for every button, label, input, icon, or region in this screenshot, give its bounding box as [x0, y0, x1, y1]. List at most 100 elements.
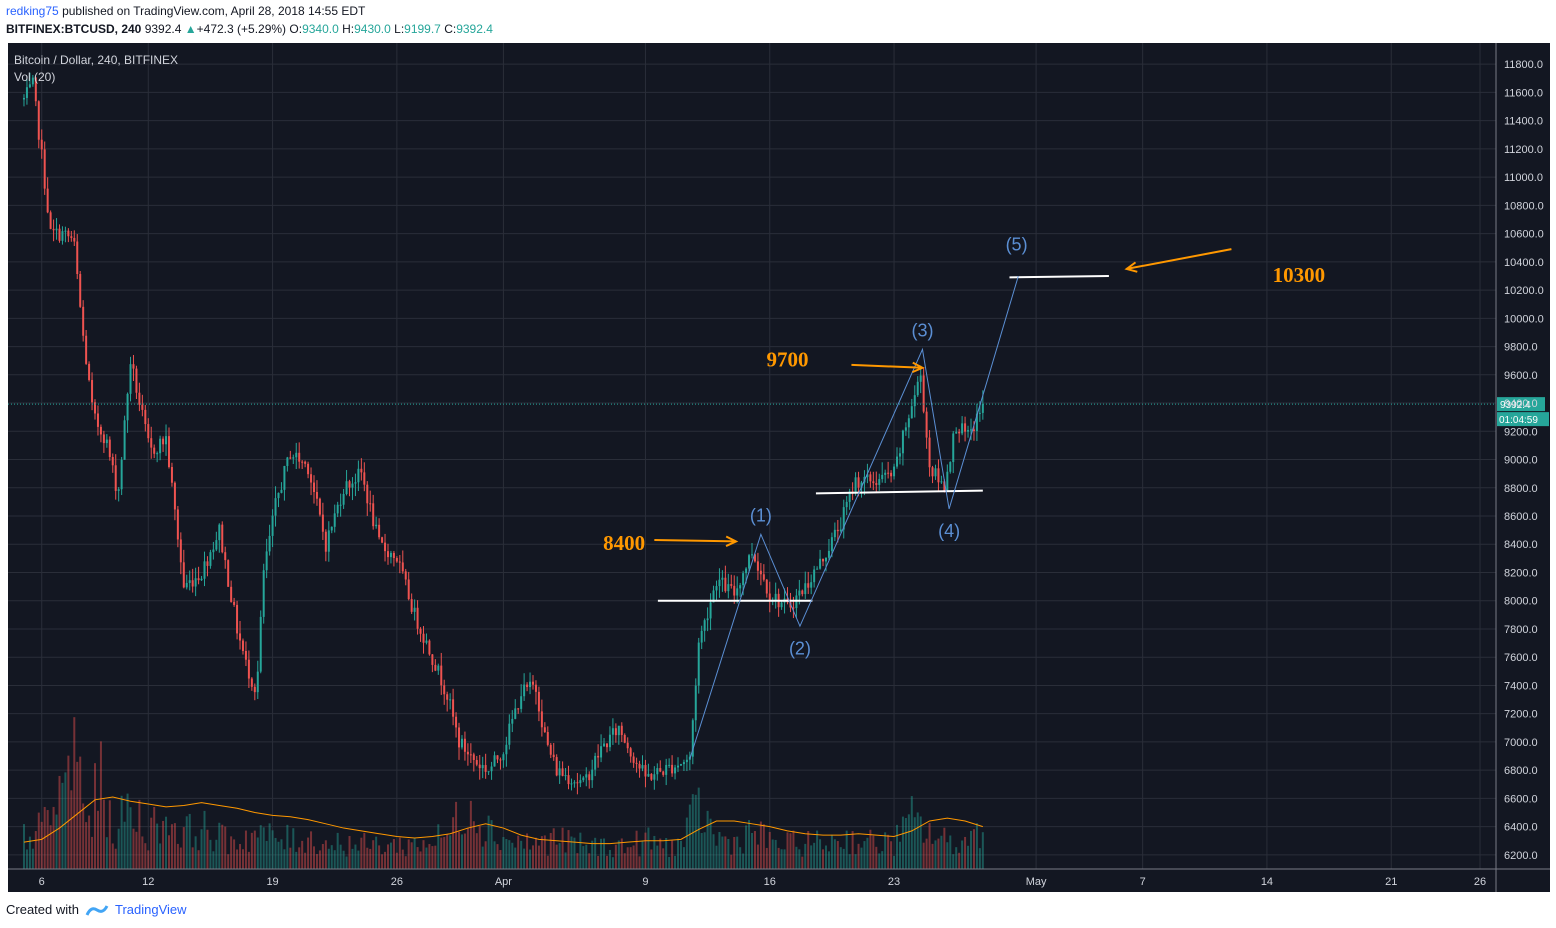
volume-bar: [981, 832, 984, 869]
candle-body: [73, 237, 76, 242]
volume-bar: [339, 844, 342, 869]
price-target-annotation: 10300: [1273, 263, 1326, 287]
chart-panel[interactable]: 9392.4 01:04:59 (1) (2) (3) (4) (5) 8400 9700 103…: [8, 43, 1550, 892]
candle-body: [141, 404, 144, 410]
candle-body: [384, 542, 387, 552]
volume-bar: [961, 840, 964, 869]
author-link[interactable]: redking75: [6, 4, 59, 18]
volume-bar: [783, 849, 786, 869]
open-value: 9340.0: [302, 22, 339, 36]
volume-bar: [440, 837, 443, 869]
price-tick-label: 9800.0: [1504, 342, 1538, 354]
candle-body: [579, 780, 582, 784]
candle-body: [206, 561, 209, 566]
volume-bar: [458, 831, 461, 869]
candle-body: [700, 630, 703, 643]
volume-bar: [709, 818, 712, 869]
candle-body: [345, 481, 348, 495]
candle-body: [978, 412, 981, 414]
candle-body: [105, 439, 108, 444]
date-tick-label: 7: [1140, 876, 1146, 888]
support-level-line: [1009, 274, 1109, 279]
candle-body: [173, 482, 176, 510]
date-tick-label: 6: [39, 876, 45, 888]
volume-bar: [943, 827, 946, 869]
candle-body: [209, 552, 212, 566]
volume-bar: [410, 842, 413, 869]
price-chart[interactable]: 9392.4 01:04:59 (1) (2) (3) (4) (5) 8400 9700 103…: [8, 43, 1550, 892]
candle-body: [419, 628, 422, 634]
symbol-label: BITFINEX:BTCUSD, 240: [6, 22, 142, 36]
volume-bar: [446, 834, 449, 869]
volume-bar: [833, 839, 836, 869]
candle-body: [733, 585, 736, 596]
annotation-arrow: [654, 539, 737, 543]
volume-bar: [884, 832, 887, 869]
volume-bar: [842, 848, 845, 869]
candle-body: [848, 491, 851, 502]
candle-body: [132, 364, 135, 369]
volume-bar: [600, 838, 603, 869]
volume-bar: [958, 852, 961, 869]
candle-body: [351, 483, 354, 488]
volume-bar: [407, 839, 410, 869]
candle-body: [928, 437, 931, 468]
candle-body: [395, 557, 398, 562]
candle-body: [505, 744, 508, 755]
candle-body: [706, 618, 709, 621]
volume-bar: [496, 844, 499, 869]
tradingview-link[interactable]: TradingView: [114, 902, 187, 917]
candle-body: [922, 375, 925, 412]
candle-body: [40, 139, 43, 150]
candle-body: [937, 468, 940, 483]
volume-bar: [508, 840, 511, 869]
volume-bar: [972, 829, 975, 869]
candle-body: [884, 472, 887, 475]
candle-body: [555, 757, 558, 776]
tradingview-logo-icon: [85, 904, 109, 916]
candle-body: [490, 766, 493, 772]
volume-bar: [549, 832, 552, 869]
volume-bar: [753, 831, 756, 869]
candle-body: [940, 481, 943, 483]
candle-body: [866, 474, 869, 477]
candle-body: [188, 580, 191, 583]
candle-body: [378, 524, 381, 538]
up-triangle-icon: ▲: [184, 22, 197, 36]
candle-body: [650, 773, 653, 780]
candle-body: [280, 489, 283, 493]
candle-body: [697, 642, 700, 686]
volume-bar: [330, 845, 333, 869]
candle-body: [413, 607, 416, 612]
volume-bar: [742, 853, 745, 869]
candle-body: [244, 650, 247, 660]
volume-bar: [567, 830, 570, 869]
volume-bar: [156, 823, 159, 869]
volume-bar: [777, 847, 780, 869]
date-tick-label: 9: [642, 876, 648, 888]
wave-label: (3): [911, 321, 933, 341]
volume-bar: [395, 852, 398, 869]
volume-bar: [585, 844, 588, 869]
candle-body: [259, 616, 262, 672]
candle-body: [437, 665, 440, 671]
footer: Created with TradingView: [6, 902, 187, 917]
volume-bar: [807, 830, 810, 869]
volume-bar: [872, 835, 875, 869]
chart-title: Bitcoin / Dollar, 240, BITFINEX: [14, 53, 178, 67]
volume-bar: [919, 816, 922, 869]
candle-body: [321, 514, 324, 532]
candle-body: [182, 562, 185, 588]
candle-body: [958, 431, 961, 434]
volume-bar: [185, 816, 188, 869]
volume-bar: [893, 855, 896, 869]
volume-bar: [218, 822, 221, 869]
candle-body: [969, 429, 972, 431]
candle-body: [484, 765, 487, 772]
candle-body: [916, 381, 919, 396]
volume-bar: [58, 775, 61, 869]
volume-bar: [703, 832, 706, 869]
candle-body: [679, 764, 682, 766]
price-tick-label: 7000.0: [1504, 737, 1538, 749]
volume-bar: [342, 850, 345, 869]
